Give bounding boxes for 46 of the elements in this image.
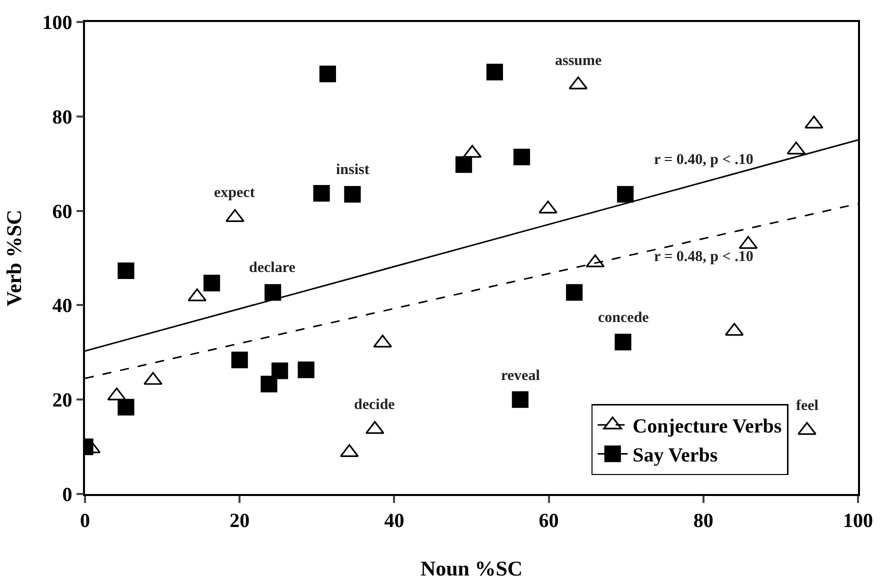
x-tick-label: 60 <box>538 510 559 532</box>
point <box>486 64 503 80</box>
y-tick-label: 100 <box>42 12 72 34</box>
annotation: concede <box>598 310 650 326</box>
x-tick-label: 100 <box>843 510 873 532</box>
point <box>298 362 314 378</box>
x-tick-label: 40 <box>384 510 404 532</box>
point <box>272 362 288 380</box>
y-tick-label: 0 <box>62 484 72 506</box>
point <box>344 186 361 203</box>
x-tick-label: 20 <box>230 510 250 532</box>
x-axis-title: Noun %SC <box>420 556 523 580</box>
point <box>118 398 134 416</box>
y-axis-title: Verb %SC <box>2 210 26 306</box>
point <box>798 422 816 435</box>
annotation: reveal <box>501 368 540 384</box>
y-tick-label: 20 <box>52 390 72 412</box>
point <box>118 262 134 280</box>
y-tick-label: 80 <box>52 106 72 128</box>
annotation: r = 0.48, p < .10 <box>654 249 754 265</box>
point <box>512 391 528 408</box>
annotation: r = 0.40, p < .10 <box>654 152 754 168</box>
point <box>203 274 220 292</box>
x-tick-label: 0 <box>80 510 90 532</box>
point <box>264 284 282 301</box>
point <box>617 186 634 203</box>
annotation: decide <box>354 397 396 413</box>
annotation: assume <box>555 53 602 69</box>
annotation: declare <box>249 260 296 276</box>
point <box>260 376 278 392</box>
point <box>614 334 632 350</box>
point <box>455 156 472 173</box>
point <box>513 148 530 166</box>
point <box>144 372 162 385</box>
x-tick-label: 80 <box>693 510 714 532</box>
y-tick-label: 60 <box>52 200 72 223</box>
annotation: expect <box>214 185 255 201</box>
point <box>319 66 336 82</box>
legend-label: Conjecture Verbs <box>632 416 782 438</box>
annotation: insist <box>336 162 370 178</box>
point <box>231 352 248 368</box>
point <box>313 185 330 202</box>
point <box>566 284 583 301</box>
annotation: feel <box>796 398 818 414</box>
y-tick-label: 40 <box>52 295 72 318</box>
legend-label: Say Verbs <box>632 444 718 467</box>
